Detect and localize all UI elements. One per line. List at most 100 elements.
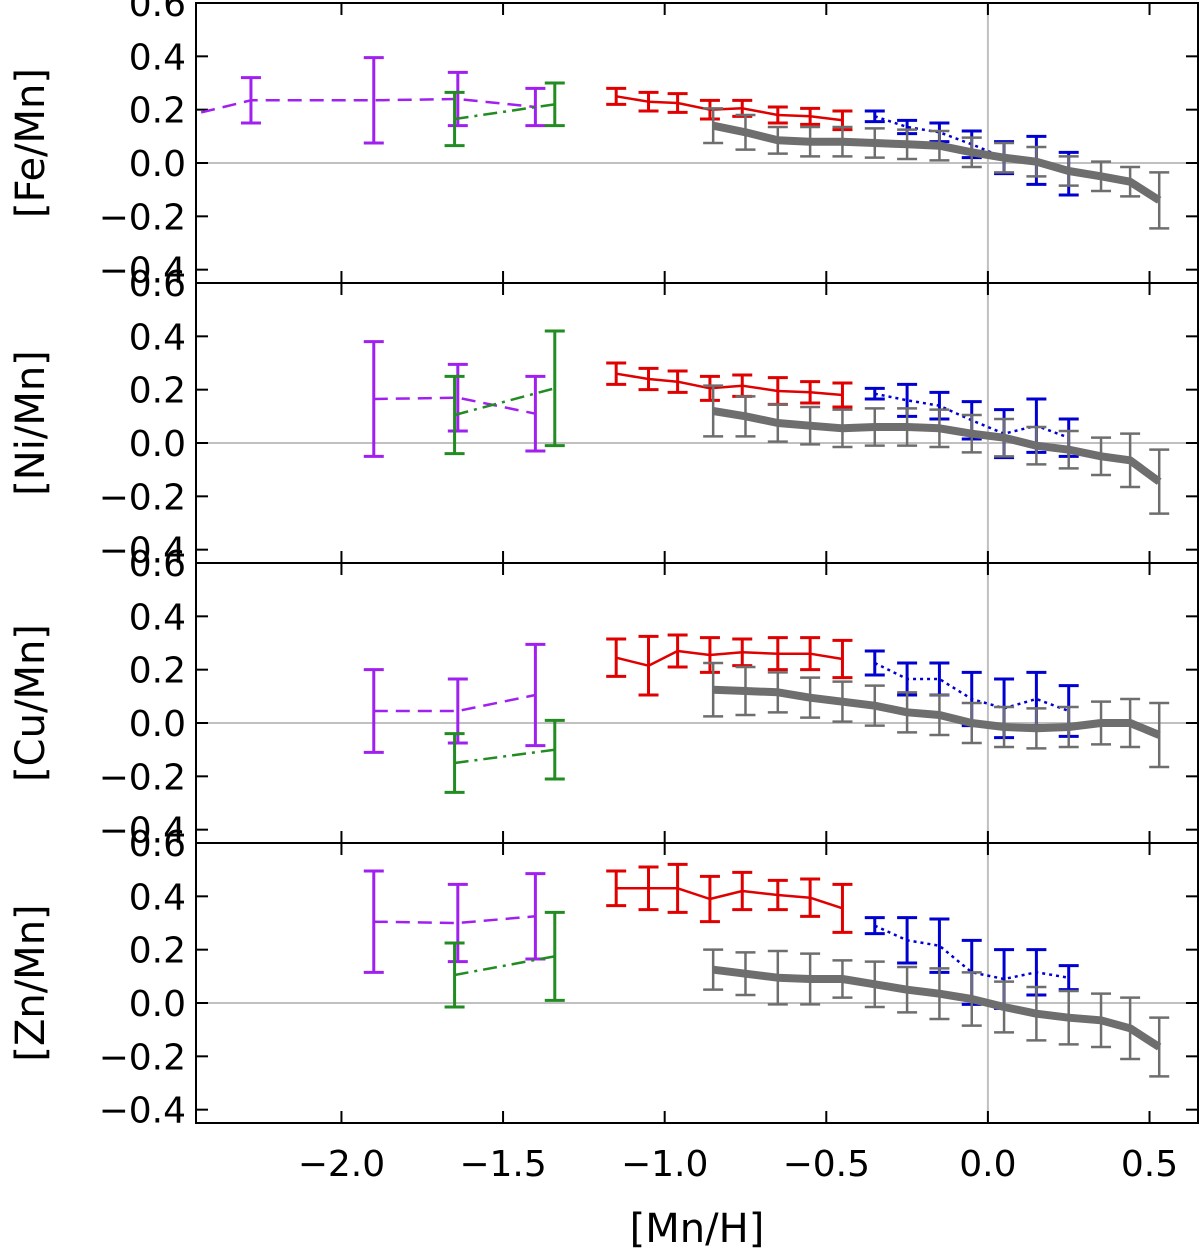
red-series-line [615, 372, 843, 397]
gray-error-bar [1058, 989, 1079, 1046]
y-tick-label-fe-mn: 0.6 [129, 0, 186, 25]
x-tick-label: 0.0 [959, 1144, 1016, 1185]
red-error-bar [638, 865, 659, 912]
gray-error-bar [994, 705, 1015, 749]
gray-error-bar [1091, 992, 1112, 1049]
gray-error-bar [961, 701, 982, 745]
red-series-line [616, 887, 843, 910]
gray-error-bar [1058, 705, 1079, 749]
blue-error-bar [864, 916, 885, 936]
series-group-ni-mn [363, 329, 1170, 515]
gray-error-bar [897, 965, 918, 1014]
gray-error-bar [1120, 165, 1141, 198]
plot-frame [195, 2, 1199, 284]
gray-error-bar [929, 693, 950, 737]
gray-error-bar [800, 405, 821, 446]
red-error-bar [800, 380, 821, 405]
purple-error-bar [363, 340, 384, 458]
gray-error-bar [800, 952, 821, 1006]
blue-error-bar [864, 109, 885, 124]
gray-error-bar [897, 691, 918, 734]
y-tick-label-ni-mn: 0.0 [129, 424, 186, 465]
y-tick-label-ni-mn: 0.4 [129, 317, 186, 358]
series-group-fe-mn [196, 56, 1170, 230]
gray-error-bar [897, 128, 918, 161]
y-tick-label-fe-mn: 0.0 [129, 144, 186, 185]
y-tick-label-fe-mn: 0.2 [129, 91, 186, 132]
y-tick-label-fe-mn: 0.4 [129, 37, 186, 78]
gray-error-bar [1091, 160, 1112, 193]
series-group-cu-mn [363, 633, 1170, 794]
red-error-bar [638, 634, 659, 697]
purple-series-line [373, 396, 536, 415]
green-error-bar [544, 81, 565, 128]
gray-error-bar [832, 408, 853, 449]
purple-series-line [196, 97, 536, 116]
green-series-line [454, 748, 555, 765]
red-error-bar [699, 874, 720, 924]
y-tick-label-cu-mn: 0.4 [129, 597, 186, 638]
y-tick-label-zn-mn: 0.0 [129, 984, 186, 1025]
purple-error-bar [525, 86, 546, 128]
x-tick-label: 0.5 [1121, 1144, 1178, 1185]
panel-ni-mn [195, 282, 1199, 564]
green-series-line [454, 387, 556, 417]
gray-error-bar [1026, 425, 1047, 466]
red-error-bar [606, 637, 627, 678]
panel-zn-mn [195, 842, 1199, 1124]
y-tick-label-cu-mn: −0.2 [99, 757, 186, 798]
green-error-bar [444, 732, 465, 794]
blue-error-bar [864, 386, 885, 401]
x-tick-label: −1.0 [621, 1144, 708, 1185]
red-error-bar [606, 361, 627, 386]
plot-frame [195, 282, 1199, 564]
y-axis-title-cu-mn: [Cu/Mn] [8, 624, 54, 782]
gray-error-bar [703, 107, 724, 145]
purple-error-bar [447, 70, 468, 128]
y-tick-label-cu-mn: 0.2 [129, 651, 186, 692]
red-error-bar [767, 878, 788, 912]
series-group-zn-mn [363, 862, 1170, 1078]
y-tick-label-fe-mn: −0.2 [99, 197, 186, 238]
gray-error-bar [897, 407, 918, 447]
purple-series-line [373, 693, 536, 713]
red-error-bar [699, 98, 720, 121]
gray-error-bar [703, 384, 724, 438]
gray-error-bar [1091, 700, 1112, 746]
x-tick-label: −0.5 [783, 1144, 870, 1185]
gray-error-bar [1058, 429, 1079, 470]
gray-error-bar [994, 980, 1015, 1034]
red-series-line [615, 95, 843, 122]
gray-error-bar [961, 136, 982, 169]
green-error-bar [444, 374, 465, 456]
blue-error-bar [897, 916, 918, 965]
purple-error-bar [525, 374, 546, 453]
gray-error-bar [1120, 996, 1141, 1061]
y-tick-label-zn-mn: −0.2 [99, 1037, 186, 1078]
red-error-bar [800, 877, 821, 918]
red-error-bar [667, 369, 688, 394]
gray-error-bar [767, 671, 788, 714]
red-error-bar [606, 869, 627, 908]
gray-error-bar [994, 417, 1015, 458]
y-axis-title-ni-mn: [Ni/Mn] [8, 350, 54, 496]
gray-error-bar [864, 407, 885, 447]
green-error-bar [544, 718, 565, 781]
gray-error-bar [832, 680, 853, 723]
plot-frame [195, 562, 1199, 844]
red-error-bar [800, 636, 821, 672]
y-tick-label-ni-mn: 0.6 [129, 264, 186, 305]
gray-error-bar [864, 960, 885, 1009]
y-tick-label-zn-mn: −0.4 [99, 1091, 186, 1132]
purple-error-bar [525, 642, 546, 748]
gray-error-bar [735, 395, 756, 438]
gray-error-bar [1026, 707, 1047, 750]
red-error-bar [732, 637, 753, 668]
gray-error-bar [994, 141, 1015, 174]
y-tick-label-ni-mn: −0.2 [99, 477, 186, 518]
gray-error-bar [1149, 171, 1170, 230]
gray-error-bar [767, 949, 788, 1006]
y-axis-title-fe-mn: [Fe/Mn] [8, 68, 54, 218]
blue-error-bar [864, 649, 885, 677]
red-error-bar [667, 862, 688, 914]
